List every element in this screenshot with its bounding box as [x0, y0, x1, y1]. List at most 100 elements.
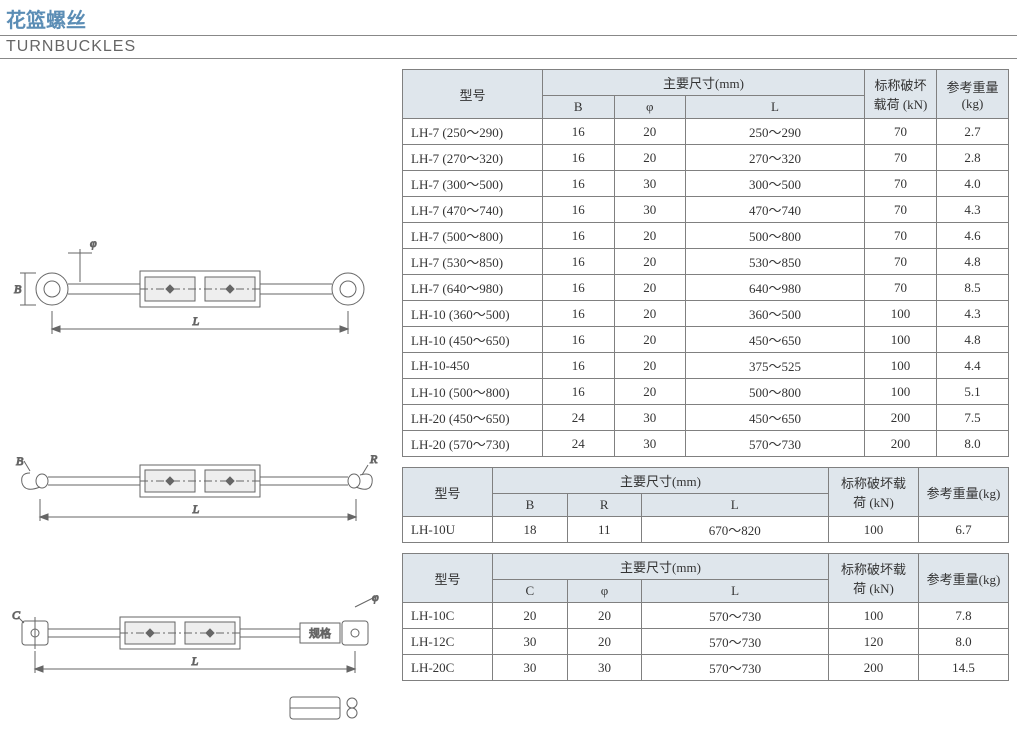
cell-phi: 20 — [614, 379, 686, 405]
cell-b: 16 — [543, 171, 615, 197]
cell-b: 24 — [543, 405, 615, 431]
cell-c: 20 — [493, 603, 568, 629]
cell-model: LH-7 (640～980) — [403, 275, 543, 301]
cell-l: 270～320 — [686, 145, 865, 171]
cell-l: 640～980 — [686, 275, 865, 301]
cell-load: 200 — [865, 405, 937, 431]
cell-load: 100 — [865, 327, 937, 353]
table-row: LH-10 (500～800)1620500～8001005.1 — [403, 379, 1009, 405]
cell-load: 70 — [865, 171, 937, 197]
cell-l: 530～850 — [686, 249, 865, 275]
cell-phi: 20 — [614, 301, 686, 327]
cell-model: LH-7 (270～320) — [403, 145, 543, 171]
th-c-3: C — [493, 580, 568, 603]
table-row: LH-7 (640～980)1620640～980708.5 — [403, 275, 1009, 301]
cell-model: LH-20 (570～730) — [403, 431, 543, 457]
cell-model: LH-12C — [403, 629, 493, 655]
cell-l: 500～800 — [686, 379, 865, 405]
cell-b: 16 — [543, 249, 615, 275]
cell-phi: 30 — [614, 171, 686, 197]
cell-weight: 2.8 — [937, 145, 1009, 171]
table-row: LH-20 (570～730)2430570～7302008.0 — [403, 431, 1009, 457]
cell-b: 16 — [543, 275, 615, 301]
table-row: LH-12C3020570～7301208.0 — [403, 629, 1009, 655]
th-l: L — [686, 96, 865, 119]
th-load-3: 标称破坏载荷 (kN) — [829, 554, 919, 603]
cell-b: 16 — [543, 327, 615, 353]
cell-weight: 4.0 — [937, 171, 1009, 197]
cell-model: LH-10-450 — [403, 353, 543, 379]
spec-table-1: 型号 主要尺寸(mm) 标称破坏载荷 (kN) 参考重量(kg) B φ L L… — [402, 69, 1009, 457]
th-maindim: 主要尺寸(mm) — [543, 70, 865, 96]
table-row: LH-7 (530～850)1620530～850704.8 — [403, 249, 1009, 275]
th-phi-3: φ — [567, 580, 642, 603]
spec-table-3: 型号 主要尺寸(mm) 标称破坏载荷 (kN) 参考重量(kg) C φ L L… — [402, 553, 1009, 681]
cell-load: 100 — [865, 301, 937, 327]
label-l-1: L — [192, 314, 200, 328]
cell-phi: 30 — [567, 655, 642, 681]
label-b: B — [14, 282, 22, 296]
cell-weight: 8.5 — [937, 275, 1009, 301]
cell-phi: 20 — [614, 327, 686, 353]
label-c: C — [12, 608, 21, 622]
th-model: 型号 — [403, 70, 543, 119]
cell-load: 70 — [865, 275, 937, 301]
cell-load: 100 — [865, 379, 937, 405]
table-row: LH-10U1811670～8201006.7 — [403, 517, 1009, 543]
th-model-3: 型号 — [403, 554, 493, 603]
cell-load: 70 — [865, 223, 937, 249]
cell-model: LH-7 (300～500) — [403, 171, 543, 197]
cell-phi: 30 — [614, 197, 686, 223]
th-b: B — [543, 96, 615, 119]
label-spec: 规格 — [309, 626, 331, 640]
label-b-2: B — [16, 454, 24, 468]
cell-model: LH-10 (500～800) — [403, 379, 543, 405]
table-row: LH-7 (270～320)1620270～320702.8 — [403, 145, 1009, 171]
th-weight: 参考重量(kg) — [937, 70, 1009, 119]
title-english: TURNBUCKLES — [0, 36, 1017, 58]
cell-l: 375～525 — [686, 353, 865, 379]
spec-table-2: 型号 主要尺寸(mm) 标称破坏载荷 (kN) 参考重量(kg) B R L L… — [402, 467, 1009, 543]
label-l-2: L — [192, 502, 200, 516]
cell-weight: 4.6 — [937, 223, 1009, 249]
th-maindim-3: 主要尺寸(mm) — [493, 554, 829, 580]
cell-b: 16 — [543, 301, 615, 327]
cell-load: 200 — [865, 431, 937, 457]
table-row: LH-10 (360～500)1620360～5001004.3 — [403, 301, 1009, 327]
cell-model: LH-7 (530～850) — [403, 249, 543, 275]
cell-weight: 4.3 — [937, 197, 1009, 223]
cell-b: 16 — [543, 197, 615, 223]
th-phi: φ — [614, 96, 686, 119]
cell-model: LH-7 (500～800) — [403, 223, 543, 249]
cell-c: 30 — [493, 629, 568, 655]
cell-weight: 7.5 — [937, 405, 1009, 431]
label-r: R — [369, 452, 378, 466]
cell-model: LH-10 (360～500) — [403, 301, 543, 327]
diagram-hook-hook: B R L — [0, 429, 394, 539]
cell-phi: 20 — [567, 629, 642, 655]
table-row: LH-10-4501620375～5251004.4 — [403, 353, 1009, 379]
cell-b: 16 — [543, 223, 615, 249]
cell-phi: 30 — [614, 405, 686, 431]
cell-weight: 4.8 — [937, 249, 1009, 275]
table-row: LH-7 (300～500)1630300～500704.0 — [403, 171, 1009, 197]
diagrams-column: φ B L — [0, 69, 394, 749]
cell-b: 16 — [543, 145, 615, 171]
th-b-2: B — [493, 494, 568, 517]
table-row: LH-7 (470～740)1630470～740704.3 — [403, 197, 1009, 223]
cell-l: 670～820 — [641, 517, 828, 543]
cell-b: 16 — [543, 379, 615, 405]
divider-2 — [0, 58, 1017, 59]
cell-weight: 4.4 — [937, 353, 1009, 379]
cell-l: 570～730 — [642, 655, 829, 681]
cell-weight: 14.5 — [919, 655, 1009, 681]
label-l-3: L — [191, 654, 199, 668]
cell-l: 570～730 — [642, 629, 829, 655]
cell-b: 16 — [543, 353, 615, 379]
th-load-2: 标称破坏载荷 (kN) — [829, 468, 919, 517]
table-row: LH-20C3030570～73020014.5 — [403, 655, 1009, 681]
table-row: LH-7 (500～800)1620500～800704.6 — [403, 223, 1009, 249]
table-row: LH-10 (450～650)1620450～6501004.8 — [403, 327, 1009, 353]
cell-weight: 4.3 — [937, 301, 1009, 327]
th-l-3: L — [642, 580, 829, 603]
